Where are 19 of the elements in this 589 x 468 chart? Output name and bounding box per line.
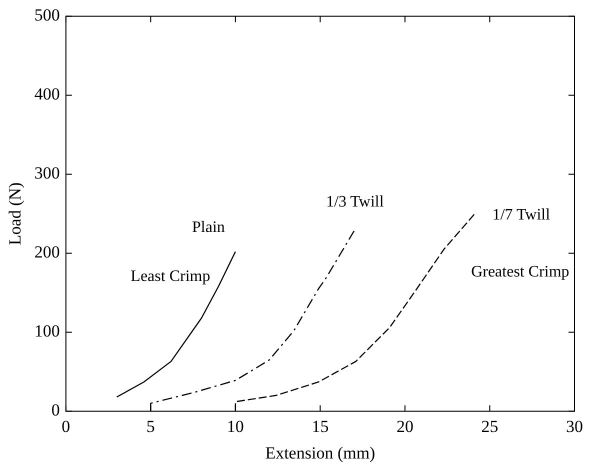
y-axis-title: Load (N) [6,182,25,246]
series-label: 1/7 Twill [492,206,551,224]
x-tick-label: 30 [566,416,583,436]
x-tick-label: 15 [312,416,329,436]
y-tick-label: 0 [51,400,60,420]
y-tick-label: 100 [34,322,60,341]
annotation: Greatest Crimp [471,263,570,280]
y-tick-label: 400 [34,84,60,104]
series-label: 1/3 Twill [326,194,384,211]
x-tick-label: 20 [396,416,414,436]
annotation: Least Crimp [130,268,210,285]
series-label: Plain [192,218,225,236]
y-tick-label: 500 [34,6,60,25]
x-tick-label: 10 [226,416,244,436]
x-tick-label: 25 [481,416,498,436]
x-axis-title: Extension (mm) [265,443,376,462]
x-tick-label: 5 [146,416,155,436]
y-tick-label: 200 [34,242,60,262]
y-tick-label: 300 [34,164,60,183]
